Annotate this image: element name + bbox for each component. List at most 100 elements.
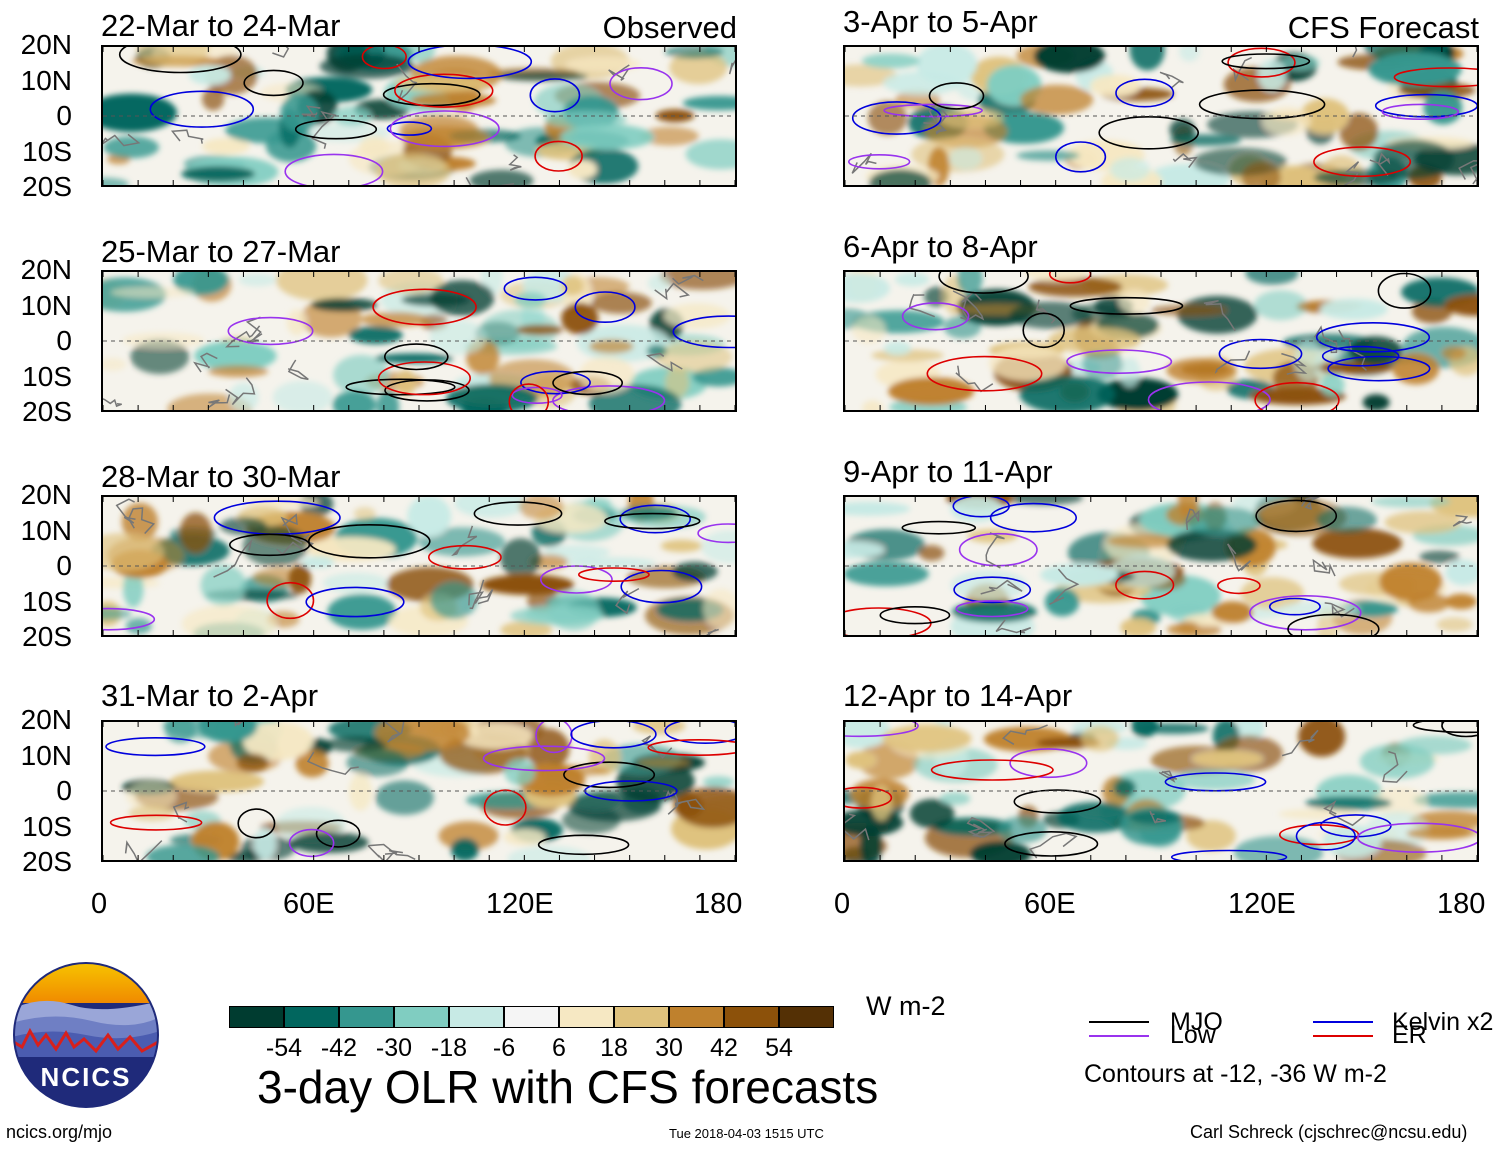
wave-contour [664,722,735,744]
olr-anomaly [1129,47,1165,71]
olr-anomaly [1040,563,1119,587]
coastline [1035,299,1056,324]
wave-contour [619,504,692,534]
wave-contour [237,808,276,839]
colorbar-swatch [229,1006,284,1028]
wave-contour [266,581,315,620]
olr-anomaly [1048,327,1141,354]
coastline [1149,810,1166,824]
olr-anomaly [1379,562,1443,602]
olr-anomaly [503,829,546,846]
olr-anomaly [636,757,691,768]
olr-anomaly [703,588,735,629]
olr-anomaly [103,177,130,185]
olr-anomaly [238,273,277,287]
wave-contour [305,586,405,618]
olr-anomaly [1300,98,1350,134]
wave-contour [361,47,407,70]
coastline [213,538,253,578]
wave-contour [389,110,500,148]
coastline [396,63,418,103]
olr-anomaly [939,792,971,806]
wave-contour [1377,272,1432,309]
olr-anomaly [194,340,277,371]
coastline [225,325,261,348]
wave-contour [427,544,502,570]
wave-contour [118,47,242,74]
olr-anomaly [500,538,542,578]
olr-anomaly [1250,387,1346,405]
wave-contour [372,288,477,326]
olr-anomaly [1406,827,1470,840]
olr-anomaly [660,539,703,552]
olr-anomaly [103,136,159,159]
lat-label: 0 [56,325,72,356]
legend-line-kelvin [1313,1021,1373,1023]
map-panel [101,495,737,637]
lat-label: 10S [22,810,72,842]
coastline [672,274,704,285]
lat-label: 0 [56,550,72,581]
olr-anomaly [1044,587,1080,617]
olr-anomaly [1436,617,1473,632]
coastline [1352,47,1358,58]
olr-anomaly [323,572,389,594]
wave-contour [345,378,456,396]
olr-anomaly [319,54,415,79]
olr-anomaly [1186,820,1236,852]
panel-title: 25-Mar to 27-Mar [101,234,341,269]
coastline [1312,558,1336,577]
olr-anomaly [1177,621,1199,634]
colorbar-swatch [339,1006,394,1028]
coastline [1301,497,1321,510]
wave-contour [1069,296,1184,315]
coastline [952,290,985,322]
wave-contour [534,140,583,172]
coastline [306,751,359,776]
olr-anomaly [378,272,444,294]
olr-anomaly [566,56,641,72]
cfs-forecast-label: CFS Forecast [1287,10,1479,45]
coastline [384,722,405,743]
wave-contour [953,576,1032,604]
olr-anomaly [122,332,205,348]
olr-anomaly [867,101,908,136]
wave-contour [1221,53,1311,70]
olr-anomaly [359,135,390,158]
olr-anomaly [353,507,376,521]
wave-contour [482,745,606,772]
olr-anomaly [236,753,269,773]
wave-contour [604,512,701,530]
olr-anomaly [507,845,592,860]
olr-anomaly [1258,59,1287,92]
map-panel [101,45,737,187]
wave-contour [1066,349,1173,375]
lat-label: 0 [56,775,72,806]
olr-anomaly [516,324,563,336]
coastline [103,398,122,408]
olr-anomaly [924,286,949,307]
wave-contour [407,47,533,80]
olr-anomaly [918,545,945,561]
olr-anomaly [845,273,891,303]
olr-anomaly [1343,601,1399,617]
ncics-logo[interactable]: NCICS [12,961,160,1109]
coastline [908,293,935,318]
olr-anomaly [504,758,536,786]
coastline [985,532,1005,569]
footer-timestamp: Tue 2018-04-03 1515 UTC [669,1126,824,1141]
olr-anomaly [883,341,912,356]
olr-anomaly [469,169,534,185]
panel-title: 28-Mar to 30-Mar [101,459,341,494]
olr-anomaly [894,272,930,287]
wave-contour [1004,831,1099,857]
lat-label: 20N [20,254,72,285]
olr-anomaly [1373,139,1455,180]
legend-label-low: Low [1170,1021,1216,1049]
olr-anomaly [1097,378,1179,410]
footer-url[interactable]: ncics.org/mjo [6,1122,113,1142]
wave-contour [1227,47,1296,78]
wave-contour [570,722,657,749]
map-panel [101,270,737,412]
olr-anomaly [1419,550,1460,564]
